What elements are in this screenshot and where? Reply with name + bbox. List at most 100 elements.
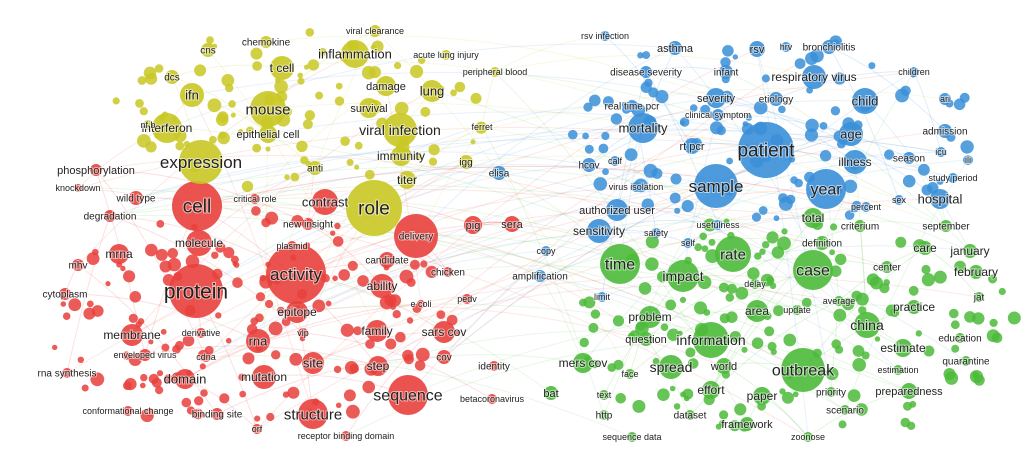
node-label-membrane[interactable]: membrane bbox=[102, 327, 162, 343]
node-bubble-igg[interactable] bbox=[459, 155, 473, 169]
node-bubble-lung[interactable] bbox=[421, 80, 443, 102]
node-label-ari[interactable]: ari bbox=[939, 93, 951, 105]
node-label-sample[interactable]: sample bbox=[688, 176, 745, 197]
node-bubble-ari[interactable] bbox=[939, 93, 951, 105]
node-bubble-orf[interactable] bbox=[252, 424, 262, 434]
node-label-role[interactable]: role bbox=[357, 198, 391, 221]
node-label-mrna[interactable]: mrna bbox=[104, 246, 134, 262]
node-label-clinical-symptom[interactable]: clinical symptom bbox=[684, 109, 752, 121]
node-label-time[interactable]: time bbox=[604, 256, 636, 275]
node-label-t-cell[interactable]: t cell bbox=[269, 60, 296, 76]
node-bubble-contrast[interactable] bbox=[312, 189, 338, 215]
node-bubble-sera[interactable] bbox=[504, 216, 520, 232]
node-label-betacoronavirus[interactable]: betacoronavirus bbox=[459, 393, 526, 405]
node-label-enveloped-virus[interactable]: enveloped virus bbox=[112, 349, 178, 361]
node-bubble-information[interactable] bbox=[693, 322, 729, 358]
node-label-candidate[interactable]: candidate bbox=[364, 255, 410, 268]
node-bubble-pedv[interactable] bbox=[462, 294, 472, 304]
node-bubble-hospital[interactable] bbox=[930, 189, 950, 209]
node-bubble-structure[interactable] bbox=[298, 399, 328, 429]
node-bubble-mouse[interactable] bbox=[250, 91, 286, 127]
node-label-cell[interactable]: cell bbox=[182, 196, 213, 219]
node-bubble-cytoplasm[interactable] bbox=[59, 288, 71, 300]
node-label-inflammation[interactable]: inflammation bbox=[317, 46, 393, 63]
node-bubble-center[interactable] bbox=[881, 261, 893, 273]
node-bubble-preparedness[interactable] bbox=[901, 383, 917, 399]
node-bubble-critical-role[interactable] bbox=[250, 194, 260, 204]
node-bubble-step[interactable] bbox=[368, 356, 388, 376]
node-bubble-enveloped-virus[interactable] bbox=[139, 349, 151, 361]
node-label-hrv[interactable]: hrv bbox=[779, 41, 794, 53]
node-label-vlp[interactable]: vlp bbox=[296, 327, 310, 339]
node-bubble-patient[interactable] bbox=[738, 122, 794, 178]
node-label-rsv-infection[interactable]: rsv infection bbox=[580, 30, 630, 42]
node-bubble-acute-lung-injury[interactable] bbox=[441, 50, 451, 60]
node-bubble-sequence[interactable] bbox=[388, 375, 428, 415]
node-label-anti[interactable]: anti bbox=[306, 163, 324, 176]
node-bubble-viral-infection[interactable] bbox=[383, 113, 417, 147]
node-bubble-average[interactable] bbox=[834, 296, 844, 306]
node-label-year[interactable]: year bbox=[809, 181, 843, 200]
node-label-asthma[interactable]: asthma bbox=[656, 42, 695, 56]
node-bubble-cns[interactable] bbox=[201, 43, 215, 57]
node-bubble-identity[interactable] bbox=[489, 361, 499, 371]
node-bubble-self[interactable] bbox=[683, 238, 693, 248]
node-bubble-candidate[interactable] bbox=[379, 252, 395, 268]
node-bubble-criterium[interactable] bbox=[854, 220, 866, 232]
node-bubble-usefulness[interactable] bbox=[713, 220, 723, 230]
node-bubble-update[interactable] bbox=[792, 305, 802, 315]
node-label-delivery[interactable]: delivery bbox=[398, 231, 434, 244]
node-bubble-clinical-symptom[interactable] bbox=[712, 109, 724, 121]
node-bubble-asthma[interactable] bbox=[668, 41, 682, 55]
node-label-binding-site[interactable]: binding site bbox=[191, 409, 244, 422]
node-bubble-real-time-pcr[interactable] bbox=[626, 100, 638, 112]
node-bubble-domain[interactable] bbox=[175, 369, 195, 389]
node-bubble-wild-type[interactable] bbox=[129, 191, 143, 205]
node-bubble-severity[interactable] bbox=[706, 88, 726, 108]
node-label-information[interactable]: information bbox=[675, 331, 746, 349]
node-label-problem[interactable]: problem bbox=[627, 309, 672, 325]
node-label-usefulness[interactable]: usefulness bbox=[695, 219, 741, 231]
node-bubble-sample[interactable] bbox=[694, 164, 738, 208]
node-label-preparedness[interactable]: preparedness bbox=[874, 385, 944, 399]
node-bubble-ferret[interactable] bbox=[477, 122, 487, 132]
node-bubble-study-period[interactable] bbox=[948, 173, 958, 183]
node-bubble-effort[interactable] bbox=[702, 381, 720, 399]
node-label-pedv[interactable]: pedv bbox=[456, 293, 478, 305]
node-bubble-cell[interactable] bbox=[172, 181, 222, 231]
node-label-estimation[interactable]: estimation bbox=[876, 364, 919, 376]
node-bubble-epitope[interactable] bbox=[286, 301, 308, 323]
node-bubble-time[interactable] bbox=[600, 244, 640, 284]
node-label-icu[interactable]: icu bbox=[934, 146, 948, 158]
node-label-self[interactable]: self bbox=[680, 237, 697, 249]
node-label-hcov[interactable]: hcov bbox=[577, 160, 600, 173]
node-label-illness[interactable]: illness bbox=[837, 154, 872, 170]
node-bubble-viral-clearance[interactable] bbox=[369, 25, 381, 37]
node-label-new-insight[interactable]: new insight bbox=[282, 219, 334, 232]
node-bubble-interferon[interactable] bbox=[152, 113, 182, 143]
node-label-hospital[interactable]: hospital bbox=[917, 191, 964, 208]
node-label-titer[interactable]: titer bbox=[396, 172, 418, 188]
node-label-nf-b[interactable]: nf b bbox=[139, 119, 156, 131]
node-label-effort[interactable]: effort bbox=[696, 382, 726, 398]
node-bubble-protein[interactable] bbox=[169, 264, 223, 318]
node-label-protein[interactable]: protein bbox=[163, 279, 229, 304]
node-label-step[interactable]: step bbox=[366, 358, 391, 374]
node-label-admission[interactable]: admission bbox=[921, 126, 968, 139]
node-label-rate[interactable]: rate bbox=[719, 245, 747, 264]
node-bubble-paper[interactable] bbox=[753, 387, 771, 405]
node-label-mers-cov[interactable]: mers cov bbox=[558, 355, 609, 371]
node-bubble-http[interactable] bbox=[599, 410, 609, 420]
node-bubble-binding-site[interactable] bbox=[211, 408, 223, 420]
node-bubble-expression[interactable] bbox=[179, 140, 223, 184]
node-label-framework[interactable]: framework bbox=[720, 418, 774, 432]
node-label-bronchiolitis[interactable]: bronchiolitis bbox=[802, 42, 857, 55]
node-bubble-rate[interactable] bbox=[715, 236, 751, 272]
node-label-molecule[interactable]: molecule bbox=[174, 235, 224, 251]
node-label-zoonose[interactable]: zoonose bbox=[790, 431, 826, 443]
node-label-mhv[interactable]: mhv bbox=[68, 260, 89, 273]
node-bubble-rsv[interactable] bbox=[749, 41, 765, 57]
node-label-epithelial-cell[interactable]: epithelial cell bbox=[236, 128, 301, 142]
node-bubble-phosphorylation[interactable] bbox=[90, 164, 102, 176]
node-bubble-mutation[interactable] bbox=[252, 365, 276, 389]
